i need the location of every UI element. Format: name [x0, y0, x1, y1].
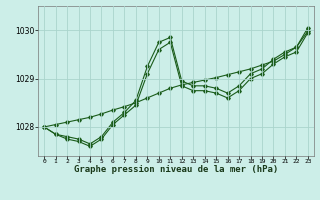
X-axis label: Graphe pression niveau de la mer (hPa): Graphe pression niveau de la mer (hPa) [74, 165, 278, 174]
